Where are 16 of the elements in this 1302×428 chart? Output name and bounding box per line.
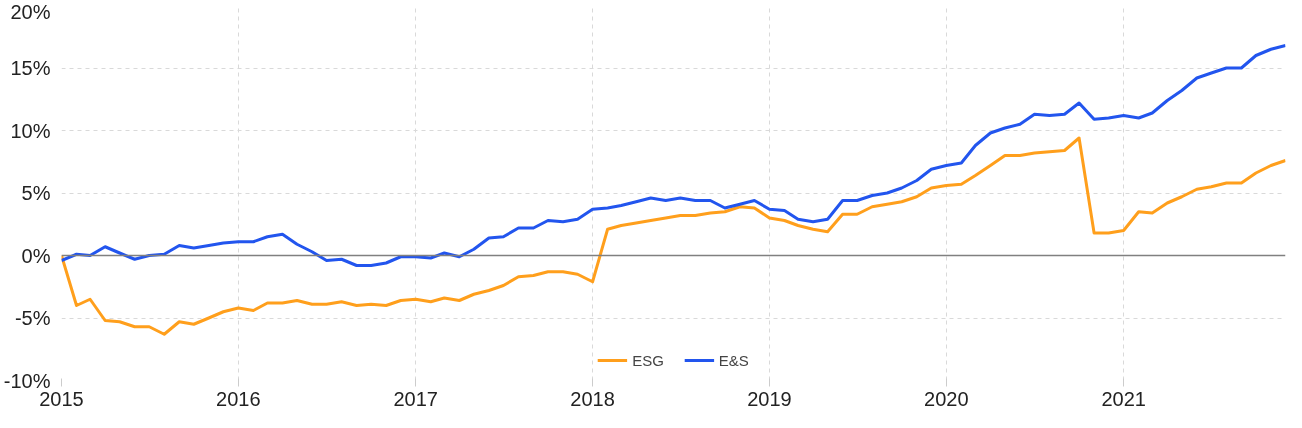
y-tick-label: -5% [14,307,51,329]
y-tick-label: 0% [21,244,51,267]
y-tick-label: 10% [10,119,51,142]
y-tick-label: 15% [10,57,51,79]
line-series [61,44,1286,267]
x-tick-label: 2021 [1101,387,1146,410]
x-tick-label: 2019 [747,387,792,410]
legend-label: ESG [632,351,664,369]
x-tick-label: 2020 [924,387,969,410]
y-tick-label: 5% [21,182,51,204]
line-series [61,136,1286,336]
legend-label: E&S [718,351,749,369]
x-tick-label: 2017 [393,387,438,410]
x-tick-label: 2018 [570,387,615,410]
y-tick-label: 20% [10,0,51,23]
x-tick-label: 2016 [216,387,261,410]
